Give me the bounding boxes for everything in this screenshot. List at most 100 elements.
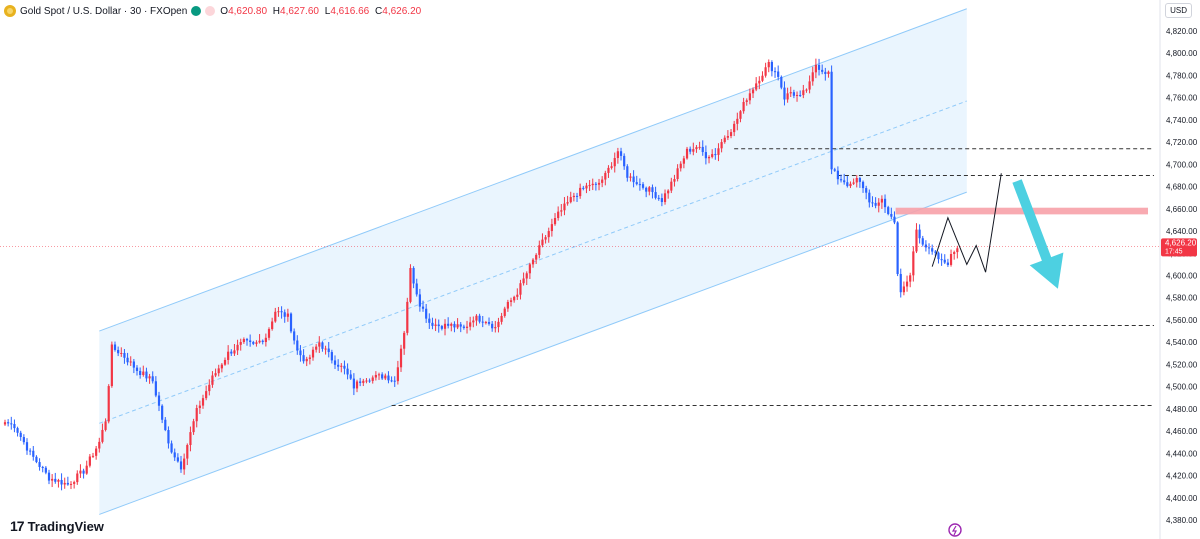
candle-body-31 bbox=[101, 429, 104, 442]
candle-body-265 bbox=[836, 170, 839, 180]
ohlc-open-value: 4,620.80 bbox=[228, 5, 268, 17]
candle-body-270 bbox=[852, 182, 855, 184]
candle-body-234 bbox=[739, 111, 742, 119]
candle-body-299 bbox=[943, 259, 946, 263]
candle-body-106 bbox=[337, 364, 340, 367]
candle-body-37 bbox=[120, 352, 123, 354]
candle-body-211 bbox=[667, 190, 670, 194]
candle-body-121 bbox=[384, 375, 387, 379]
resistance-zone bbox=[895, 207, 1148, 215]
candle-body-23 bbox=[76, 473, 79, 483]
candle-body-258 bbox=[814, 64, 817, 73]
candle-body-267 bbox=[843, 180, 846, 183]
candle-body-284 bbox=[896, 222, 899, 275]
candle-body-89 bbox=[283, 312, 286, 317]
candle-body-247 bbox=[780, 76, 783, 88]
candle-body-76 bbox=[242, 339, 245, 343]
candle-body-145 bbox=[459, 324, 462, 327]
candle-body-196 bbox=[619, 151, 623, 156]
candle-body-27 bbox=[88, 456, 91, 466]
candle-body-123 bbox=[390, 380, 393, 382]
candle-body-298 bbox=[940, 259, 943, 261]
candle-body-34 bbox=[110, 344, 113, 387]
indicator-toggle-icon[interactable] bbox=[205, 6, 216, 16]
candle-body-116 bbox=[368, 380, 371, 382]
events-icon-bolt bbox=[951, 525, 957, 536]
symbol-title[interactable]: Gold Spot / U.S. Dollar · 30 · FXOpen bbox=[20, 5, 188, 17]
candle-body-207 bbox=[654, 192, 657, 198]
candle-body-289 bbox=[912, 251, 915, 276]
candle-body-190 bbox=[601, 179, 604, 183]
candle-body-229 bbox=[723, 137, 726, 143]
candle-body-32 bbox=[104, 421, 107, 430]
candle-body-203 bbox=[641, 184, 645, 188]
tradingview-logo[interactable]: 17 TradingView bbox=[10, 518, 104, 534]
candle-body-243 bbox=[767, 61, 770, 68]
candle-body-75 bbox=[239, 342, 242, 345]
candle-body-99 bbox=[315, 346, 318, 350]
currency-selector[interactable]: USD bbox=[1165, 3, 1192, 18]
candle-body-45 bbox=[145, 371, 148, 379]
candle-body-176 bbox=[557, 211, 560, 219]
price-tick-17: 4,480.00 bbox=[1166, 405, 1198, 414]
candle-body-252 bbox=[795, 94, 799, 96]
candle-body-30 bbox=[98, 441, 101, 449]
candle-body-109 bbox=[346, 368, 349, 375]
candle-body-18 bbox=[60, 479, 63, 485]
candle-body-166 bbox=[525, 273, 528, 279]
candle-body-71 bbox=[227, 351, 230, 360]
candle-body-274 bbox=[865, 188, 868, 193]
candle-body-1 bbox=[7, 422, 10, 424]
candle-body-8 bbox=[29, 450, 32, 452]
candle-body-92 bbox=[293, 331, 296, 341]
candle-body-70 bbox=[223, 359, 227, 365]
price-tick-12: 4,580.00 bbox=[1166, 294, 1198, 303]
candle-body-206 bbox=[651, 187, 654, 193]
candle-body-225 bbox=[711, 154, 714, 157]
candle-body-149 bbox=[472, 320, 475, 323]
candle-body-301 bbox=[949, 254, 953, 265]
candle-body-81 bbox=[258, 340, 261, 343]
candle-body-278 bbox=[877, 202, 880, 206]
candle-body-132 bbox=[418, 294, 421, 307]
candle-body-157 bbox=[497, 321, 500, 328]
candle-body-189 bbox=[597, 182, 601, 185]
candle-body-40 bbox=[129, 361, 132, 363]
candle-body-127 bbox=[403, 332, 406, 349]
candle-body-88 bbox=[280, 311, 283, 313]
ohlc-high-value: 4,627.60 bbox=[280, 5, 319, 17]
price-tick-0: 4,820.00 bbox=[1166, 27, 1198, 36]
candle-body-154 bbox=[487, 322, 491, 324]
candle-body-275 bbox=[868, 192, 871, 203]
candle-body-138 bbox=[437, 324, 440, 327]
candle-body-181 bbox=[572, 195, 575, 198]
candle-body-300 bbox=[946, 262, 949, 265]
price-tick-19: 4,440.00 bbox=[1166, 449, 1198, 458]
candle-body-218 bbox=[689, 148, 692, 152]
candle-body-259 bbox=[817, 64, 821, 70]
candle-body-158 bbox=[500, 315, 503, 322]
candle-body-67 bbox=[214, 373, 217, 376]
candle-body-169 bbox=[535, 254, 538, 260]
candle-body-271 bbox=[855, 177, 858, 183]
candle-body-237 bbox=[748, 93, 751, 101]
candle-body-140 bbox=[443, 323, 447, 329]
candle-body-210 bbox=[663, 193, 667, 203]
candle-body-226 bbox=[714, 154, 717, 156]
candle-body-66 bbox=[211, 375, 214, 385]
candle-body-263 bbox=[830, 71, 833, 170]
candle-body-200 bbox=[632, 176, 635, 183]
candle-body-15 bbox=[51, 478, 54, 481]
candle-body-14 bbox=[47, 472, 51, 481]
candle-body-133 bbox=[421, 306, 425, 309]
candle-body-188 bbox=[594, 183, 597, 185]
candle-body-84 bbox=[267, 329, 271, 338]
price-tick-22: 4,380.00 bbox=[1166, 516, 1198, 525]
candle-body-213 bbox=[673, 178, 676, 182]
candle-body-257 bbox=[811, 72, 814, 82]
candle-body-98 bbox=[311, 349, 315, 358]
candle-body-233 bbox=[736, 118, 739, 124]
candle-body-273 bbox=[861, 181, 865, 189]
candle-body-249 bbox=[786, 93, 789, 100]
